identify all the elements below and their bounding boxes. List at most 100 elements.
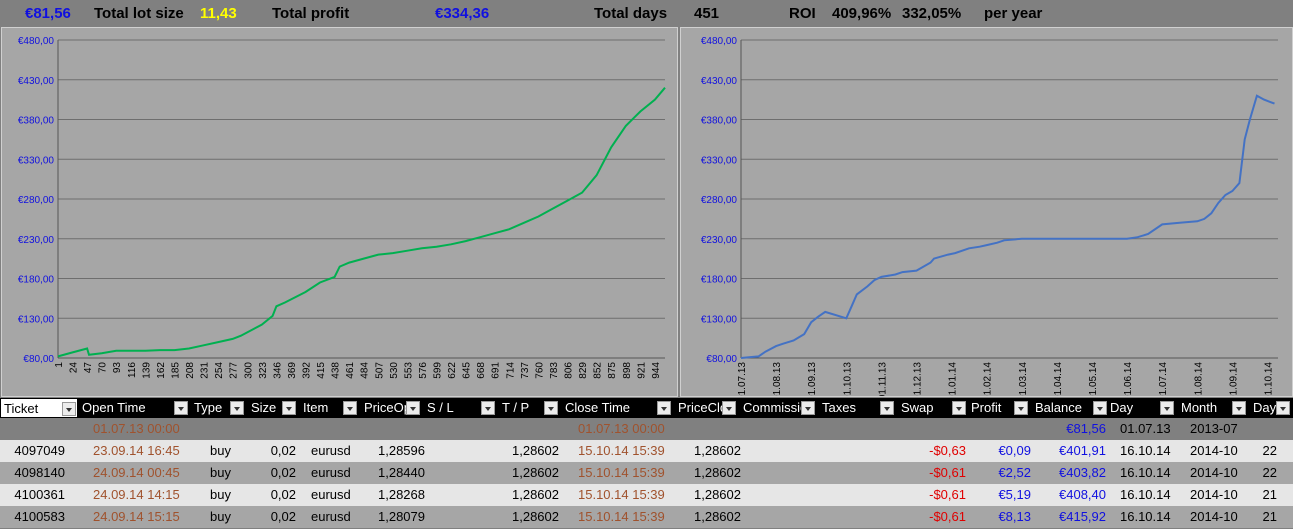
filter-dropdown-icon[interactable] — [801, 401, 815, 415]
x-tick-label: 162 — [156, 362, 167, 379]
days-value: 451 — [694, 5, 720, 22]
column-header[interactable]: Item — [300, 398, 360, 418]
y-tick-label: €430,00 — [701, 76, 738, 87]
tp-cell: 1,28602 — [512, 487, 559, 502]
item-cell: eurusd — [311, 509, 351, 524]
size-cell: 0,02 — [270, 487, 296, 502]
x-tick-label: 668 — [476, 362, 487, 379]
y-tick-label: €330,00 — [701, 155, 738, 166]
y-tick-label: €280,00 — [18, 195, 55, 206]
column-header[interactable]: PriceClo — [675, 398, 739, 418]
day-cell: 16.10.14 — [1120, 487, 1171, 502]
y-tick-label: €330,00 — [18, 155, 55, 166]
x-tick-label: 01.02.14 — [983, 362, 994, 396]
filter-dropdown-icon[interactable] — [62, 402, 76, 416]
y-tick-label: €380,00 — [18, 116, 55, 127]
column-header[interactable]: Ticket — [0, 398, 78, 418]
filter-dropdown-icon[interactable] — [544, 401, 558, 415]
x-tick-label: 01.01.14 — [948, 362, 959, 396]
column-header-label: Swap — [901, 400, 934, 415]
x-tick-label: 01.07.13 — [737, 362, 748, 396]
x-tick-label: 01.06.14 — [1123, 362, 1134, 396]
column-header-label: S / L — [427, 400, 454, 415]
x-tick-label: 47 — [83, 362, 94, 374]
balance-cell: €415,92 — [1059, 509, 1106, 524]
y-tick-label: €430,00 — [18, 76, 55, 87]
day-cell: 01.07.13 — [1120, 421, 1171, 436]
x-tick-label: 507 — [374, 362, 385, 379]
filter-dropdown-icon[interactable] — [722, 401, 736, 415]
y-tick-label: €130,00 — [701, 314, 738, 325]
close-time-cell: 15.10.14 15:39 — [578, 443, 665, 458]
filter-dropdown-icon[interactable] — [1276, 401, 1290, 415]
ticket-cell: 4100583 — [14, 509, 65, 524]
y-tick-label: €80,00 — [23, 354, 54, 365]
column-header[interactable]: Day — [1107, 398, 1177, 418]
column-header[interactable]: Type — [191, 398, 247, 418]
filter-dropdown-icon[interactable] — [406, 401, 420, 415]
x-tick-label: 70 — [98, 362, 109, 374]
filter-dropdown-icon[interactable] — [230, 401, 244, 415]
x-tick-label: 1 — [54, 362, 65, 368]
x-tick-label: 369 — [287, 362, 298, 379]
y-tick-label: €280,00 — [701, 195, 738, 206]
size-cell: 0,02 — [270, 509, 296, 524]
column-header[interactable]: T / P — [499, 398, 561, 418]
table-header: Ticket Open Time Type Size Item PriceOp S / L T… — [0, 398, 1293, 418]
column-header[interactable]: Taxes — [819, 398, 897, 418]
y-tick-label: €230,00 — [18, 235, 55, 246]
column-header[interactable]: Month — [1178, 398, 1249, 418]
table-row[interactable]: 4097049 23.09.14 16:45 buy 0,02 eurusd 1,2859… — [0, 440, 1293, 462]
filter-dropdown-icon[interactable] — [657, 401, 671, 415]
table-row[interactable]: 4100361 24.09.14 14:15 buy 0,02 eurusd 1,2826… — [0, 484, 1293, 506]
column-header[interactable]: Day — [1250, 398, 1293, 418]
x-tick-label: 645 — [462, 362, 473, 379]
table-row[interactable]: 4098140 24.09.14 00:45 buy 0,02 eurusd 1,2844… — [0, 462, 1293, 484]
roi-year-value: 332,05% — [902, 5, 962, 22]
column-header[interactable]: Size — [248, 398, 299, 418]
y-tick-label: €130,00 — [18, 314, 55, 325]
table-row[interactable]: 4100583 24.09.14 15:15 buy 0,02 eurusd 1,2807… — [0, 506, 1293, 528]
x-tick-label: 484 — [360, 362, 371, 379]
x-tick-label: 530 — [389, 362, 400, 379]
column-header-label: Month — [1181, 400, 1218, 415]
price-close-cell: 1,28602 — [694, 509, 741, 524]
month-cell: 2013-07 — [1190, 421, 1238, 436]
x-tick-label: 829 — [578, 362, 589, 379]
column-header[interactable]: Commissio — [740, 398, 818, 418]
filter-dropdown-icon[interactable] — [1160, 401, 1174, 415]
column-header[interactable]: Swap — [898, 398, 969, 418]
profit-cell: €8,13 — [998, 509, 1031, 524]
column-header[interactable]: PriceOp — [361, 398, 423, 418]
column-header[interactable]: Balance — [1032, 398, 1110, 418]
price-open-cell: 1,28596 — [378, 443, 425, 458]
filter-dropdown-icon[interactable] — [343, 401, 357, 415]
lot-size-value: 11,43 — [200, 5, 237, 22]
open-time-cell: 23.09.14 16:45 — [93, 443, 180, 458]
swap-cell: -$0,61 — [929, 509, 966, 524]
open-time-cell: 24.09.14 00:45 — [93, 465, 180, 480]
filter-dropdown-icon[interactable] — [1014, 401, 1028, 415]
per-year-label: per year — [984, 5, 1043, 22]
column-header[interactable]: Profit — [968, 398, 1031, 418]
filter-dropdown-icon[interactable] — [174, 401, 188, 415]
x-tick-label: 323 — [258, 362, 269, 379]
column-header[interactable]: Close Time — [562, 398, 674, 418]
close-time-cell: 01.07.13 00:00 — [578, 421, 665, 436]
x-tick-label: 208 — [185, 362, 196, 379]
filter-dropdown-icon[interactable] — [952, 401, 966, 415]
column-header[interactable]: S / L — [424, 398, 498, 418]
profit-cell: €0,09 — [998, 443, 1031, 458]
column-header-label: Day — [1110, 400, 1134, 415]
filter-dropdown-icon[interactable] — [880, 401, 894, 415]
column-header[interactable]: Open Time — [79, 398, 191, 418]
size-cell: 0,02 — [270, 443, 296, 458]
x-tick-label: 737 — [520, 362, 531, 379]
filter-dropdown-icon[interactable] — [1093, 401, 1107, 415]
filter-dropdown-icon[interactable] — [1232, 401, 1246, 415]
x-tick-label: 944 — [651, 362, 662, 379]
filter-dropdown-icon[interactable] — [282, 401, 296, 415]
item-cell: eurusd — [311, 487, 351, 502]
price-open-cell: 1,28268 — [378, 487, 425, 502]
filter-dropdown-icon[interactable] — [481, 401, 495, 415]
